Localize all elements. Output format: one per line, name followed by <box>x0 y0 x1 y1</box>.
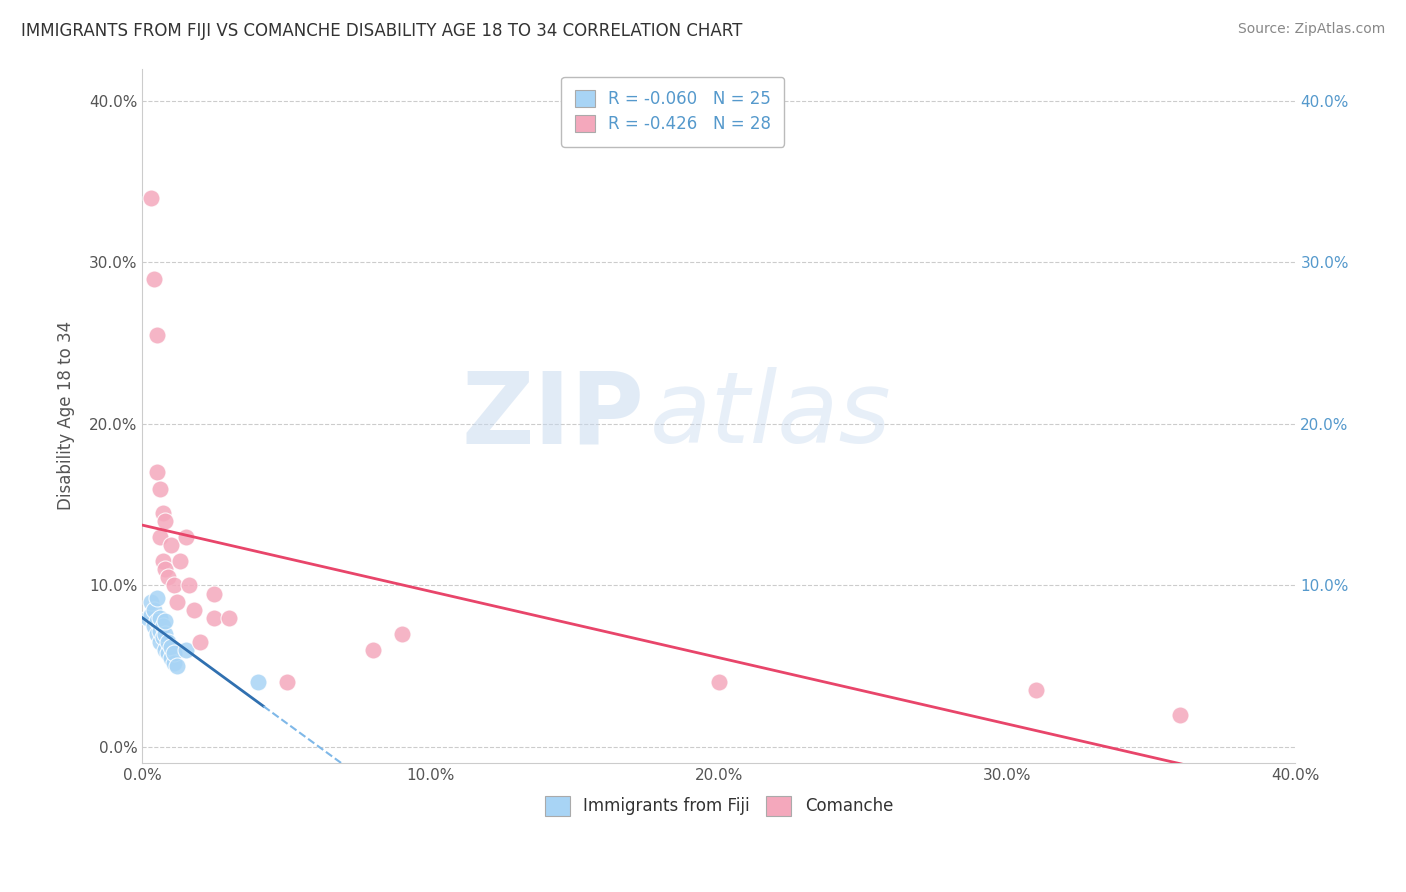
Point <box>146 614 169 628</box>
Point <box>149 635 172 649</box>
Text: atlas: atlas <box>650 368 891 465</box>
Point <box>146 466 169 480</box>
Point <box>139 594 162 608</box>
Point <box>149 482 172 496</box>
Y-axis label: Disability Age 18 to 34: Disability Age 18 to 34 <box>58 321 75 510</box>
Point <box>146 328 169 343</box>
Text: Source: ZipAtlas.com: Source: ZipAtlas.com <box>1237 22 1385 37</box>
Point <box>361 643 384 657</box>
Point <box>152 630 174 644</box>
Point <box>143 271 166 285</box>
Point <box>204 611 226 625</box>
Point <box>166 594 188 608</box>
Point <box>166 659 188 673</box>
Point <box>163 656 186 670</box>
Point <box>1025 683 1047 698</box>
Point <box>163 646 186 660</box>
Point <box>160 538 183 552</box>
Point <box>155 643 177 657</box>
Point <box>218 611 240 625</box>
Point <box>157 646 180 660</box>
Point <box>174 643 197 657</box>
Point <box>139 191 162 205</box>
Point <box>246 675 269 690</box>
Point <box>143 619 166 633</box>
Legend: Immigrants from Fiji, Comanche: Immigrants from Fiji, Comanche <box>537 788 901 824</box>
Point <box>174 530 197 544</box>
Point <box>160 651 183 665</box>
Point <box>152 619 174 633</box>
Point <box>188 635 211 649</box>
Point <box>155 514 177 528</box>
Point <box>136 611 159 625</box>
Point <box>276 675 298 690</box>
Point <box>149 611 172 625</box>
Point <box>391 627 413 641</box>
Text: IMMIGRANTS FROM FIJI VS COMANCHE DISABILITY AGE 18 TO 34 CORRELATION CHART: IMMIGRANTS FROM FIJI VS COMANCHE DISABIL… <box>21 22 742 40</box>
Point <box>157 635 180 649</box>
Point <box>155 562 177 576</box>
Point <box>155 627 177 641</box>
Point <box>152 506 174 520</box>
Point <box>155 614 177 628</box>
Point <box>149 624 172 638</box>
Point <box>139 607 162 622</box>
Text: ZIP: ZIP <box>461 368 644 465</box>
Point <box>149 530 172 544</box>
Point <box>204 586 226 600</box>
Point <box>152 554 174 568</box>
Point <box>146 591 169 606</box>
Point <box>146 627 169 641</box>
Point <box>169 554 191 568</box>
Point <box>163 578 186 592</box>
Point <box>183 602 205 616</box>
Point <box>157 570 180 584</box>
Point <box>1168 707 1191 722</box>
Point <box>143 602 166 616</box>
Point <box>707 675 730 690</box>
Point <box>160 640 183 654</box>
Point <box>177 578 200 592</box>
